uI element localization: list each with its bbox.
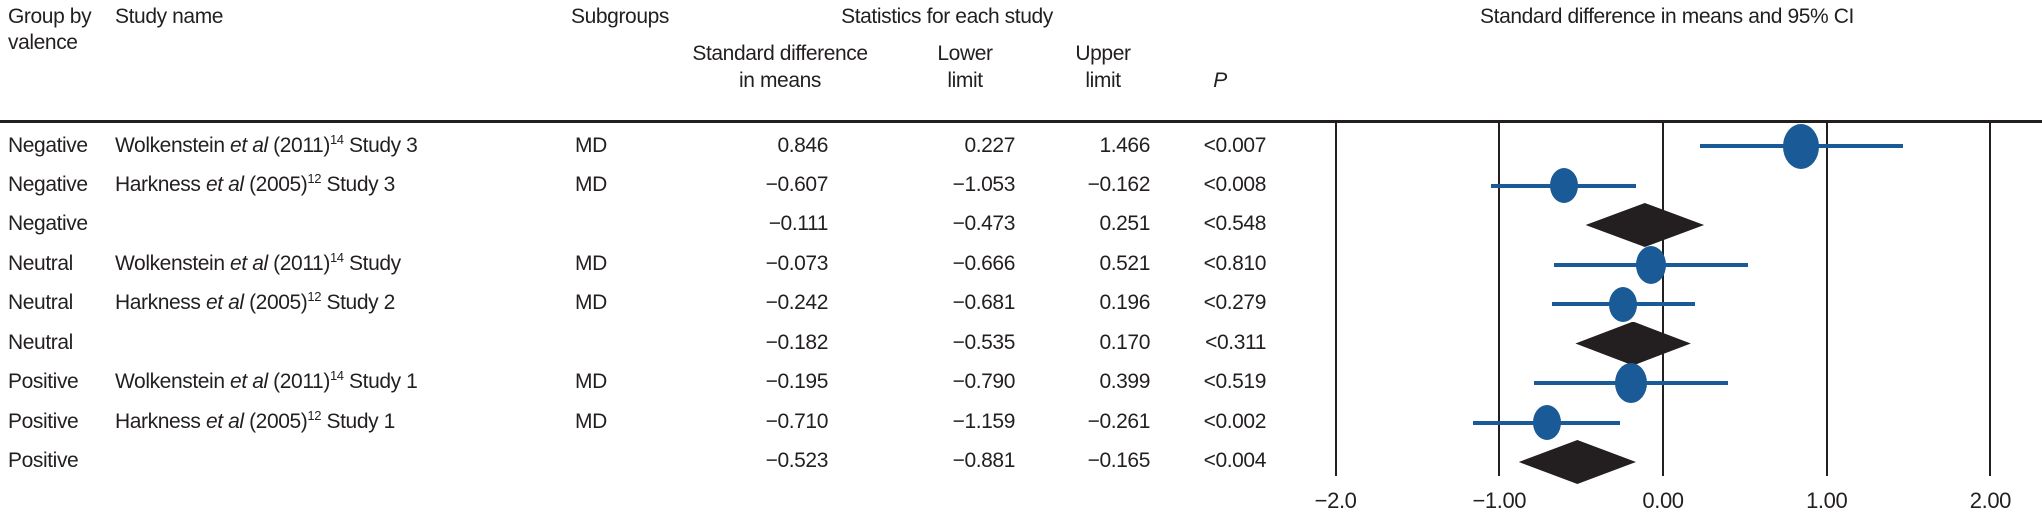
subgroup-cell: MD: [575, 134, 607, 157]
header-subgroups: Subgroups: [571, 5, 669, 28]
axis-tick-label: 1.00: [1806, 488, 1848, 513]
upper-cell: −0.162: [1087, 173, 1151, 196]
header-col-sdm: Standard difference in means: [692, 42, 868, 92]
table-row: Neutral Harkness et al (2005)12 Study 2 …: [0, 288, 2042, 318]
table-row: Positive Harkness et al (2005)12 Study 1…: [0, 407, 2042, 437]
header-group-by-line1: Group by: [8, 5, 92, 28]
header-col-p: P: [1213, 69, 1227, 92]
p-cell: <0.519: [1203, 370, 1267, 393]
upper-cell: −0.261: [1087, 410, 1151, 433]
header-statistics: Statistics for each study: [841, 5, 1053, 28]
header-group-by: Group by valence: [8, 4, 92, 56]
subgroup-cell: MD: [575, 410, 607, 433]
subgroup-cell: MD: [575, 173, 607, 196]
lower-cell: −1.159: [952, 410, 1016, 433]
sdm-cell: −0.073: [765, 252, 829, 275]
sdm-cell: −0.710: [765, 410, 829, 433]
p-cell: <0.311: [1205, 331, 1266, 354]
subgroup-cell: MD: [575, 291, 607, 314]
table-row: Negative Wolkenstein et al (2011)14 Stud…: [0, 131, 2042, 161]
header-study-name: Study name: [115, 5, 224, 28]
axis-tick-label: −2.0: [1314, 488, 1357, 513]
study-cell: Wolkenstein et al (2011)14 Study 1: [115, 368, 418, 393]
upper-cell: −0.165: [1087, 449, 1151, 472]
study-cell: Harkness et al (2005)12 Study 2: [115, 289, 395, 314]
valence-cell: Neutral: [8, 291, 73, 314]
valence-cell: Negative: [8, 173, 88, 196]
valence-cell: Positive: [8, 410, 79, 433]
upper-cell: 0.399: [1099, 370, 1150, 393]
study-cell: Wolkenstein et al (2011)14 Study 3: [115, 132, 418, 157]
upper-cell: 0.251: [1099, 212, 1150, 235]
lower-cell: −0.473: [952, 212, 1016, 235]
valence-cell: Positive: [8, 370, 79, 393]
table-row: Negative Harkness et al (2005)12 Study 3…: [0, 170, 2042, 200]
axis-tick-label: −1.00: [1472, 488, 1527, 513]
axis-tick-label: 0.00: [1642, 488, 1684, 513]
p-cell: <0.007: [1203, 134, 1267, 157]
subgroup-cell: MD: [575, 370, 607, 393]
valence-cell: Negative: [8, 134, 88, 157]
table-row: Positive Wolkenstein et al (2011)14 Stud…: [0, 367, 2042, 397]
p-cell: <0.002: [1203, 410, 1267, 433]
upper-cell: 1.466: [1099, 134, 1150, 157]
lower-cell: 0.227: [964, 134, 1015, 157]
sdm-cell: −0.195: [765, 370, 829, 393]
p-cell: <0.810: [1203, 252, 1267, 275]
sdm-cell: −0.607: [765, 173, 829, 196]
p-cell: <0.548: [1203, 212, 1267, 235]
lower-cell: −0.666: [952, 252, 1016, 275]
sdm-cell: −0.182: [765, 331, 829, 354]
header-col-upper: Upper limit: [1075, 42, 1131, 92]
table-row-subtotal: Negative −0.111 −0.473 0.251 <0.548: [0, 209, 2042, 239]
header-group-by-line2: valence: [8, 31, 78, 54]
lower-cell: −0.881: [952, 449, 1016, 472]
lower-cell: −0.681: [952, 291, 1016, 314]
lower-cell: −1.053: [952, 173, 1016, 196]
lower-cell: −0.535: [952, 331, 1016, 354]
p-cell: <0.279: [1203, 291, 1267, 314]
valence-cell: Neutral: [8, 252, 73, 275]
study-cell: Harkness et al (2005)12 Study 1: [115, 408, 395, 433]
upper-cell: 0.170: [1099, 331, 1150, 354]
sdm-cell: −0.523: [765, 449, 829, 472]
table-row-subtotal: Neutral −0.182 −0.535 0.170 <0.311: [0, 328, 2042, 358]
sdm-cell: −0.242: [765, 291, 829, 314]
subgroup-cell: MD: [575, 252, 607, 275]
axis-tick-label: 2.00: [1969, 488, 2012, 513]
header-rule: [0, 120, 2042, 123]
sdm-cell: 0.846: [777, 134, 828, 157]
valence-cell: Negative: [8, 212, 88, 235]
valence-cell: Neutral: [8, 331, 73, 354]
study-cell: Harkness et al (2005)12 Study 3: [115, 171, 395, 196]
lower-cell: −0.790: [952, 370, 1016, 393]
upper-cell: 0.196: [1099, 291, 1150, 314]
sdm-cell: −0.111: [768, 212, 829, 235]
study-cell: Wolkenstein et al (2011)14 Study: [115, 250, 401, 275]
header-plot-title: Standard difference in means and 95% CI: [1480, 5, 1854, 28]
p-cell: <0.004: [1203, 449, 1267, 472]
table-row-subtotal: Positive −0.523 −0.881 −0.165 <0.004: [0, 446, 2042, 476]
header-col-lower: Lower limit: [937, 42, 993, 92]
table-row: Neutral Wolkenstein et al (2011)14 Study…: [0, 249, 2042, 279]
upper-cell: 0.521: [1099, 252, 1150, 275]
p-cell: <0.008: [1203, 173, 1267, 196]
valence-cell: Positive: [8, 449, 79, 472]
